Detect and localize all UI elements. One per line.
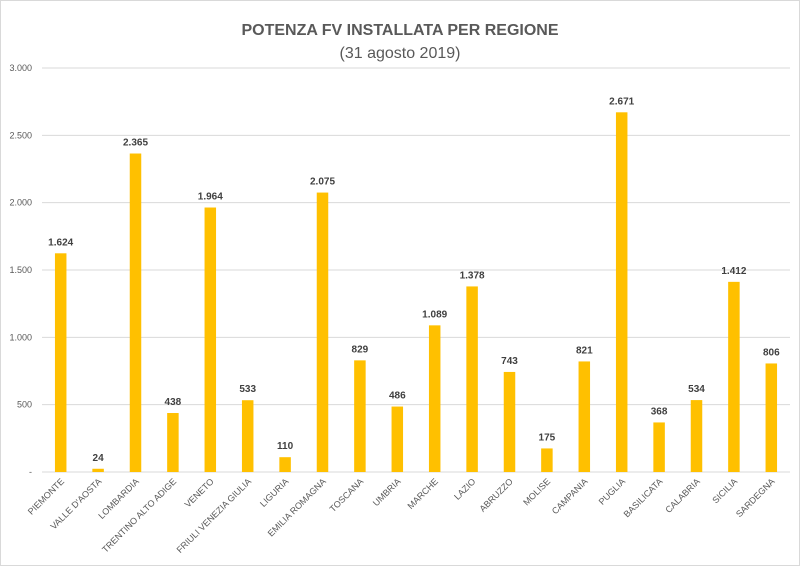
category-label: TOSCANA bbox=[328, 476, 366, 514]
category-label: MARCHE bbox=[405, 476, 440, 511]
category-label: PIEMONTE bbox=[26, 476, 66, 516]
bar bbox=[765, 363, 778, 472]
category-label: FRIULI VENEZIA GIULIA bbox=[175, 476, 254, 555]
bar bbox=[241, 400, 254, 472]
y-tick-label: 3.000 bbox=[9, 63, 32, 73]
data-label: 1.412 bbox=[721, 266, 746, 277]
data-label: 743 bbox=[501, 356, 518, 367]
data-label: 110 bbox=[277, 441, 294, 452]
category-label: LIGURIA bbox=[258, 476, 291, 509]
category-label: BASILICATA bbox=[622, 476, 665, 519]
y-tick-label: 2.500 bbox=[9, 130, 32, 140]
category-label: CAMPANIA bbox=[550, 476, 590, 516]
y-tick-label: 500 bbox=[17, 400, 32, 410]
data-label: 1.378 bbox=[460, 270, 485, 281]
bar bbox=[316, 192, 329, 473]
category-label: ABRUZZO bbox=[477, 476, 514, 513]
data-label: 821 bbox=[576, 345, 593, 356]
data-label: 24 bbox=[93, 453, 105, 464]
category-label: PUGLIA bbox=[597, 476, 627, 506]
data-labels: 1.624 24 2.365 438 1.964 533 110 2.075 829 486 1.0… bbox=[48, 96, 780, 463]
bar bbox=[354, 360, 366, 472]
data-label: 1.089 bbox=[422, 309, 447, 320]
bar bbox=[615, 112, 628, 473]
bar bbox=[279, 457, 291, 472]
bar bbox=[129, 153, 142, 472]
data-label: 438 bbox=[165, 397, 182, 408]
data-label: 533 bbox=[239, 384, 256, 395]
category-label: TRENTINO ALTO ADIGE bbox=[100, 476, 178, 554]
category-label: SICILIA bbox=[710, 476, 739, 505]
bar bbox=[204, 207, 217, 473]
bar bbox=[54, 253, 67, 472]
bar bbox=[428, 325, 441, 472]
data-label: 175 bbox=[539, 432, 556, 443]
bar bbox=[503, 371, 516, 472]
data-label: 1.964 bbox=[198, 192, 223, 203]
y-tick-label: 1.500 bbox=[9, 265, 32, 275]
data-label: 829 bbox=[352, 344, 369, 355]
bar bbox=[167, 413, 179, 472]
bar bbox=[653, 422, 665, 472]
category-label: MOLISE bbox=[521, 476, 552, 507]
y-tick-label: 2.000 bbox=[9, 198, 32, 208]
data-label: 368 bbox=[651, 406, 668, 417]
chart-subtitle: (31 agosto 2019) bbox=[339, 45, 461, 62]
bar bbox=[92, 468, 104, 472]
bars bbox=[54, 112, 778, 473]
bar bbox=[541, 448, 553, 472]
data-label: 486 bbox=[389, 391, 406, 402]
data-label: 2.671 bbox=[609, 96, 634, 107]
y-axis-ticks: - 500 1.000 1.500 2.000 2.500 3.000 bbox=[9, 63, 32, 477]
data-label: 806 bbox=[763, 347, 780, 358]
data-label: 2.365 bbox=[123, 138, 148, 149]
data-label: 1.624 bbox=[48, 237, 73, 248]
y-tick-label: 1.000 bbox=[9, 332, 32, 342]
bar bbox=[690, 400, 703, 472]
category-label: LAZIO bbox=[452, 476, 477, 501]
bar bbox=[578, 361, 591, 472]
category-label: UMBRIA bbox=[371, 476, 403, 508]
data-label: 2.075 bbox=[310, 177, 335, 188]
category-label: CALABRIA bbox=[663, 476, 702, 515]
chart-title: POTENZA FV INSTALLATA PER REGIONE bbox=[241, 22, 559, 39]
bar bbox=[466, 286, 478, 472]
bar bbox=[391, 406, 404, 472]
bar bbox=[728, 281, 740, 472]
category-label: SARDEGNA bbox=[734, 476, 777, 519]
data-label: 534 bbox=[688, 384, 705, 395]
y-tick-label: - bbox=[29, 467, 32, 477]
category-label: VENETO bbox=[183, 476, 216, 509]
gridlines bbox=[42, 67, 790, 473]
